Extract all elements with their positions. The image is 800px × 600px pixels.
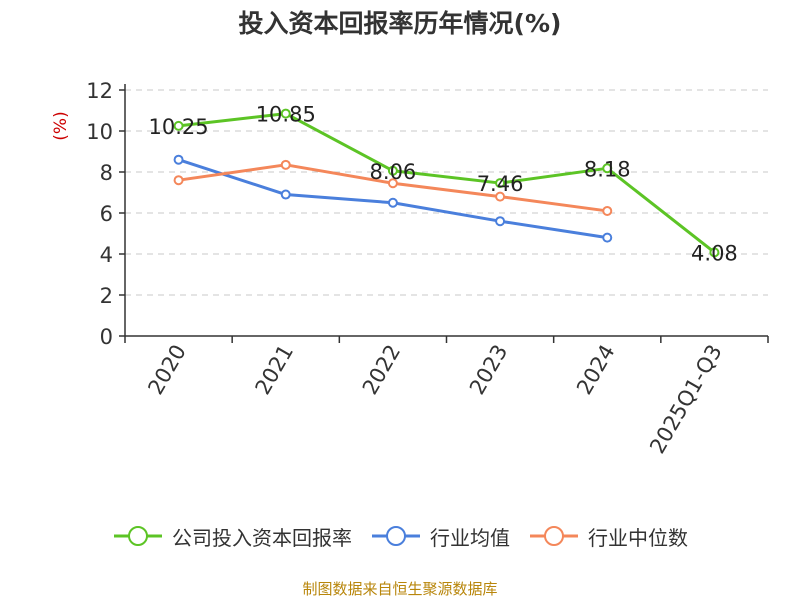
data-point[interactable]: [495, 178, 506, 189]
data-point[interactable]: [602, 232, 613, 243]
y-axis-label: (%): [51, 111, 71, 140]
legend-item[interactable]: 行业中位数: [528, 522, 688, 551]
data-labels: 10.25 10.85 8.06 7.46 8.18 4.08: [149, 103, 738, 266]
x-tick-label: 2025Q1-Q3: [645, 341, 727, 458]
legend-line-marker-icon: [114, 526, 162, 546]
y-tick-label: 6: [100, 202, 113, 226]
data-point[interactable]: [280, 159, 291, 170]
source-note: 制图数据来自恒生聚源数据库: [302, 580, 498, 598]
y-tick-label: 8: [100, 161, 113, 185]
legend-label: 行业均值: [430, 525, 510, 550]
data-point[interactable]: [280, 189, 291, 200]
y-tick-label: 2: [100, 284, 113, 308]
data-point[interactable]: [387, 178, 398, 189]
series: [173, 108, 720, 258]
data-point[interactable]: [173, 120, 184, 131]
x-tick-label: 2022: [358, 341, 406, 399]
y-tick-label: 4: [100, 243, 113, 267]
legend-label: 行业中位数: [588, 525, 688, 550]
x-tick-label: 2020: [143, 341, 191, 399]
data-label: 10.25: [149, 115, 209, 139]
data-point[interactable]: [602, 163, 613, 174]
data-point[interactable]: [387, 165, 398, 176]
data-point[interactable]: [602, 205, 613, 216]
legend-label: 公司投入资本回报率: [172, 525, 352, 550]
y-tick-label: 12: [86, 79, 113, 103]
y-tick-label: 0: [100, 325, 113, 349]
data-label: 10.85: [256, 103, 316, 127]
x-tick-label: 2023: [465, 341, 513, 399]
data-point[interactable]: [495, 191, 506, 202]
x-tick-label: 2021: [251, 341, 299, 399]
legend: 公司投入资本回报率 行业均值 行业中位数: [0, 518, 800, 554]
legend-line-marker-icon: [530, 526, 578, 546]
chart-title: 投入资本回报率历年情况(%): [238, 9, 562, 38]
data-point[interactable]: [280, 108, 291, 119]
data-label: 7.46: [477, 172, 524, 196]
data-label: 4.08: [691, 241, 738, 265]
x-tick-label: 2024: [572, 341, 620, 399]
series-line: [178, 112, 716, 254]
line-chart: 0 2 4 6 8 10 12 2020 2021 2022 2023 2024 2025Q1-Q3 (…: [51, 79, 769, 458]
data-label: 8.06: [370, 160, 417, 184]
data-point[interactable]: [387, 197, 398, 208]
data-point[interactable]: [173, 154, 184, 165]
data-point[interactable]: [495, 216, 506, 227]
y-tick-label: 10: [86, 120, 113, 144]
data-point[interactable]: [173, 175, 184, 186]
legend-line-marker-icon: [372, 526, 420, 546]
data-point[interactable]: [709, 247, 720, 258]
legend-item[interactable]: 行业均值: [370, 522, 510, 551]
data-label: 8.18: [584, 157, 631, 181]
legend-item[interactable]: 公司投入资本回报率: [112, 522, 352, 551]
